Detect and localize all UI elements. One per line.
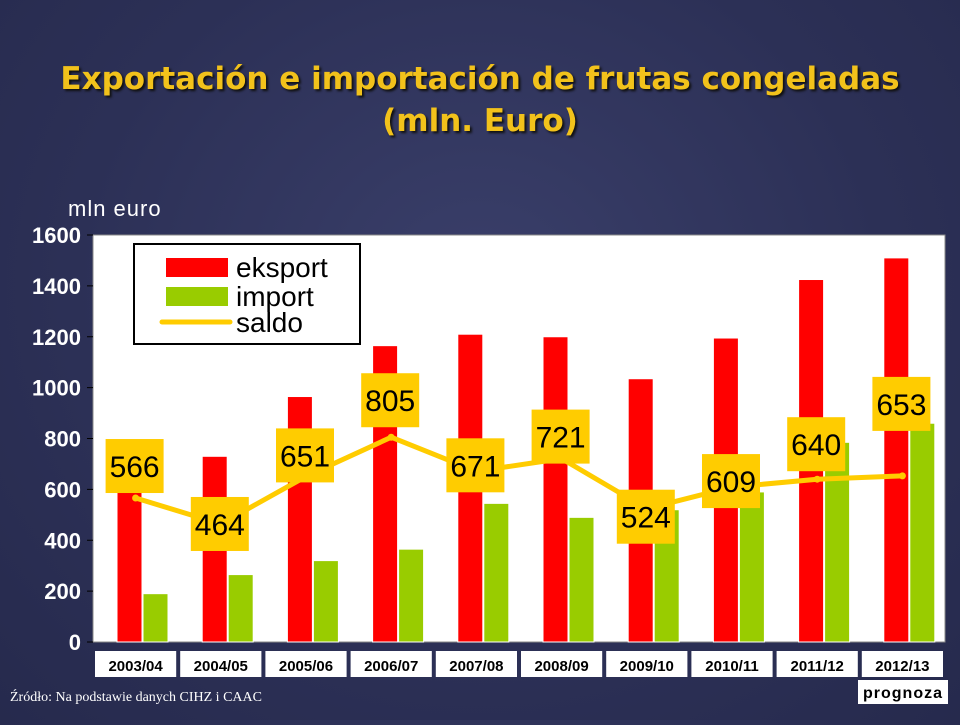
bar-import bbox=[312, 560, 339, 643]
y-tick-label: 400 bbox=[44, 528, 81, 553]
bar-eksport bbox=[542, 336, 569, 643]
chart-title-line1: Exportación e importación de frutas cong… bbox=[60, 61, 900, 97]
x-tick-label: 2012/13 bbox=[875, 658, 929, 675]
data-label-box bbox=[105, 439, 164, 494]
legend-swatch-import bbox=[166, 287, 228, 306]
x-annotation: prognoza bbox=[863, 685, 943, 702]
x-tick-label: 2005/06 bbox=[279, 658, 333, 675]
x-tick-box bbox=[265, 651, 347, 677]
y-axis-title: mln euro bbox=[68, 196, 162, 221]
data-label: 609 bbox=[706, 466, 756, 499]
x-tick-label: 2007/08 bbox=[449, 658, 503, 675]
y-tick-label: 0 bbox=[69, 630, 81, 655]
x-tick-box bbox=[776, 651, 858, 677]
legend-label-saldo: saldo bbox=[236, 307, 303, 338]
x-tick-box bbox=[521, 651, 603, 677]
y-tick-label: 800 bbox=[44, 427, 81, 452]
data-label: 653 bbox=[876, 389, 926, 422]
chart-title-line2: (mln. Euro) bbox=[382, 103, 578, 139]
data-label: 640 bbox=[791, 429, 841, 462]
data-label: 671 bbox=[450, 450, 500, 483]
x-tick-box bbox=[435, 651, 517, 677]
y-tick-label: 1600 bbox=[32, 223, 81, 248]
data-label: 524 bbox=[621, 502, 671, 535]
point-saldo bbox=[813, 475, 821, 483]
bar-import bbox=[398, 548, 425, 643]
bar-import bbox=[142, 593, 169, 643]
y-tick-label: 1400 bbox=[32, 274, 81, 299]
data-label: 464 bbox=[195, 509, 245, 542]
point-saldo bbox=[132, 494, 140, 502]
bar-import bbox=[824, 441, 851, 643]
data-label-box bbox=[361, 373, 420, 428]
x-tick-box bbox=[180, 651, 262, 677]
data-label: 805 bbox=[365, 385, 415, 418]
bar-import bbox=[227, 574, 254, 643]
x-tick-box bbox=[691, 651, 773, 677]
line-saldo bbox=[134, 434, 903, 527]
data-label-box bbox=[872, 376, 931, 431]
bar-import bbox=[483, 502, 510, 643]
x-tick-label: 2011/12 bbox=[790, 658, 843, 675]
x-tick-label: 2010/11 bbox=[705, 658, 758, 675]
data-label: 566 bbox=[110, 451, 160, 484]
x-tick-box bbox=[861, 651, 943, 677]
bar-import bbox=[738, 491, 765, 643]
bar-import bbox=[568, 516, 595, 643]
data-label-box bbox=[616, 489, 675, 544]
source-note: Źródło: Na podstawie danych CIHZ i CAAC bbox=[10, 690, 262, 705]
y-tick-label: 1200 bbox=[32, 325, 81, 350]
point-saldo bbox=[387, 433, 395, 441]
point-saldo bbox=[898, 472, 906, 480]
legend-label-eksport: eksport bbox=[236, 252, 328, 283]
x-tick-box bbox=[350, 651, 432, 677]
legend-swatch-eksport bbox=[166, 258, 228, 277]
data-label: 651 bbox=[280, 440, 330, 473]
x-annotation-box bbox=[858, 680, 948, 704]
bar-eksport bbox=[883, 257, 910, 643]
bar-import bbox=[909, 422, 936, 643]
data-label-box bbox=[702, 454, 760, 509]
x-tick-box bbox=[606, 651, 688, 677]
chart-title: Exportación e importación de frutas cong… bbox=[0, 58, 960, 142]
x-tick-label: 2008/09 bbox=[534, 658, 588, 675]
x-tick-label: 2003/04 bbox=[108, 658, 163, 675]
data-label: 721 bbox=[536, 422, 586, 455]
x-tick-label: 2009/10 bbox=[620, 658, 674, 675]
x-tick-box bbox=[95, 651, 177, 677]
data-label-box bbox=[531, 409, 590, 464]
y-tick-label: 600 bbox=[44, 477, 81, 502]
y-tick-label: 1000 bbox=[32, 376, 81, 401]
data-label-box bbox=[276, 428, 334, 483]
x-tick-label: 2006/07 bbox=[364, 658, 418, 675]
data-label-box bbox=[190, 496, 249, 551]
legend-label-import: import bbox=[236, 281, 314, 312]
data-label-box bbox=[446, 438, 505, 493]
data-label-box bbox=[787, 417, 846, 472]
x-tick-label: 2004/05 bbox=[194, 658, 248, 675]
y-tick-label: 200 bbox=[44, 579, 81, 604]
